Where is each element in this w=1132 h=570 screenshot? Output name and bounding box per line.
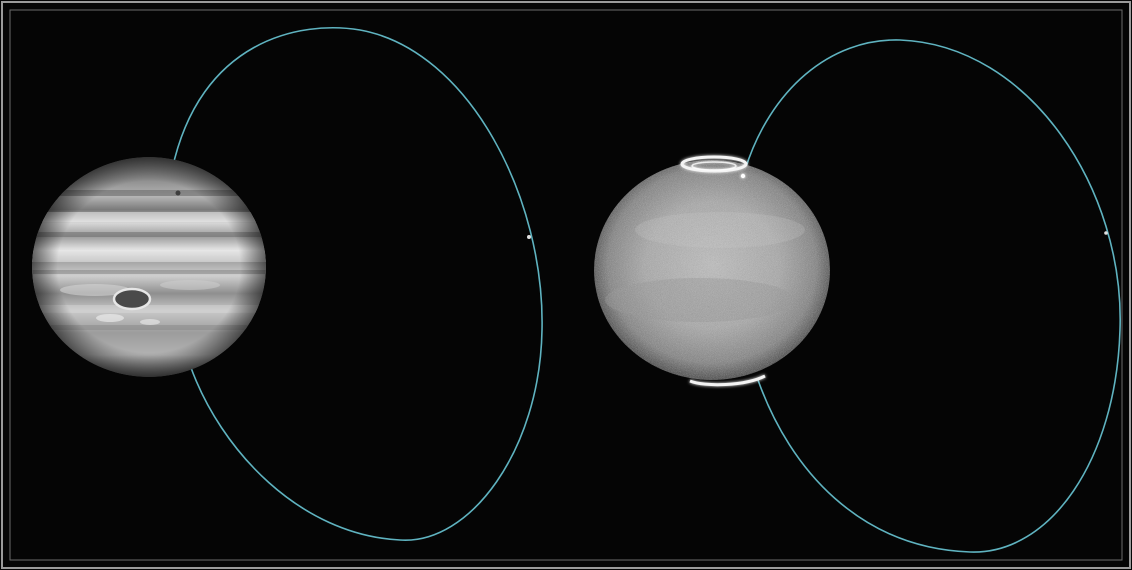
left-moon-dot <box>527 235 531 239</box>
south-auroral-oval <box>689 374 766 387</box>
north-auroral-oval <box>680 155 748 179</box>
right-panel <box>594 39 1121 553</box>
left-orbit-loop <box>171 27 543 541</box>
left-panel <box>32 27 543 541</box>
inner-border <box>9 9 1123 561</box>
right-orbit-loop <box>744 39 1121 553</box>
right-moon-dot <box>1104 231 1108 235</box>
planet-visible-light <box>32 157 266 377</box>
planet-ultraviolet-aurora <box>594 160 830 380</box>
